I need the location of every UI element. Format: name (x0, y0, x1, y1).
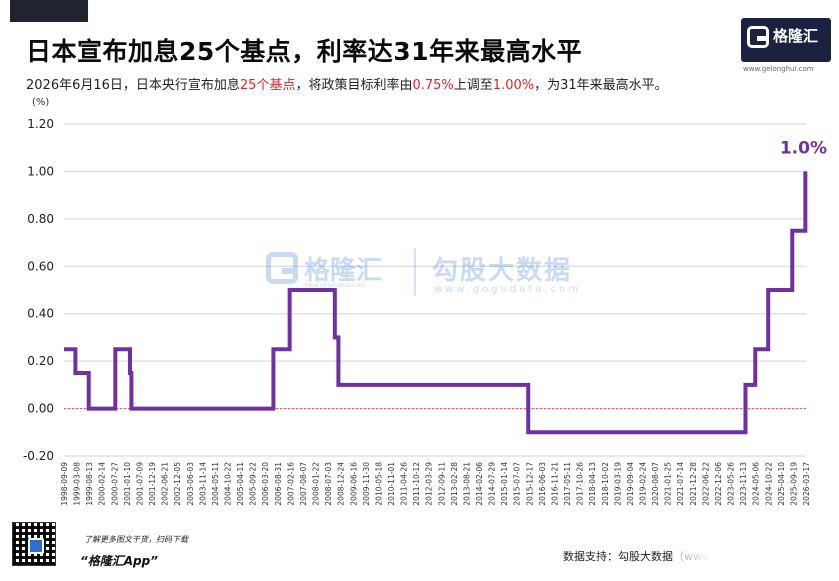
subtitle-highlight: 1.00% (492, 78, 535, 93)
x-tick-label: 2001-01-10 (123, 462, 132, 506)
x-tick-label: 2000-07-27 (110, 462, 119, 506)
x-tick-label: 2014-07-29 (488, 462, 497, 506)
chart-title: 日本宣布加息25个基点，利率达31年来最高水平 (26, 37, 583, 66)
x-tick-label: 2015-07-07 (513, 462, 522, 506)
x-tick-label: 2008-12-24 (337, 462, 346, 506)
x-tick-label: 2005-04-11 (236, 462, 245, 506)
qr-logo-icon (28, 538, 44, 554)
x-tick-label: 2006-03-20 (261, 462, 270, 506)
x-tick-label: 2011-04-26 (400, 462, 409, 506)
watermark-divider (414, 248, 416, 296)
watermark-brand-url: www.gelonghui.com (304, 282, 365, 289)
end-value-label: 1.0% (780, 138, 827, 158)
x-tick-label: 2000-02-14 (98, 462, 107, 506)
x-tick-label: 2018-04-13 (588, 462, 597, 506)
x-tick-label: 2001-12-19 (148, 462, 157, 506)
subtitle-text: 上调至 (453, 78, 493, 93)
watermark-brand: 格隆汇 (304, 256, 383, 286)
x-tick-label: 2023-11-13 (739, 462, 748, 506)
x-tick-label: 2005-09-22 (249, 462, 258, 506)
x-tick-label: 2017-10-26 (576, 462, 585, 506)
x-tick-label: 2019-09-04 (626, 462, 635, 506)
x-tick-label: 1999-08-13 (85, 462, 94, 506)
x-tick-label: 2017-05-11 (563, 462, 572, 506)
y-tick-label: 1.00 (27, 164, 54, 178)
subtitle-text: ，为31年来最高水平。 (534, 78, 668, 93)
x-tick-label: 2021-07-14 (676, 462, 685, 506)
x-tick-label: 2024-10-22 (764, 462, 773, 506)
x-tick-label: 1998-09-09 (60, 462, 69, 506)
x-tick-label: 2014-02-06 (475, 462, 484, 506)
logo-url: www.gelonghui.com (743, 65, 814, 73)
x-tick-label: 2003-06-03 (186, 462, 195, 506)
x-tick-label: 2019-03-19 (613, 462, 622, 506)
app-name: “格隆汇App” (80, 554, 158, 568)
x-tick-label: 2025-09-19 (789, 462, 798, 506)
policy-rate-series-line (64, 171, 808, 435)
x-tick-label: 2010-11-01 (387, 462, 396, 506)
subtitle-highlight: 25个基点 (239, 78, 296, 93)
y-tick-label: 0.60 (27, 259, 54, 273)
y-tick-label: -0.20 (23, 449, 54, 463)
x-tick-label: 2021-12-28 (689, 462, 698, 506)
qr-note: 了解更多图文干货，扫码下载 (84, 535, 188, 544)
gelonghui-logo: 格隆汇 (741, 18, 831, 62)
x-tick-label: 2008-07-03 (324, 462, 333, 506)
x-tick-label: 2010-05-18 (374, 462, 383, 506)
y-tick-label: 0.80 (27, 212, 54, 226)
x-tick-label: 2023-05-26 (727, 462, 736, 506)
top-dark-block (10, 0, 88, 22)
y-tick-label: 0.20 (27, 354, 54, 368)
x-tick-label: 2026-03-17 (802, 462, 811, 506)
chart-subtitle: 2026年6月16日，日本央行宣布加息25个基点，将政策目标利率由0.75%上调… (26, 74, 668, 93)
x-tick-label: 2015-01-14 (500, 462, 509, 506)
x-tick-label: 2018-10-02 (601, 462, 610, 506)
x-tick-label: 2024-05-06 (752, 462, 761, 506)
x-tick-label: 2020-08-07 (651, 462, 660, 506)
x-tick-label: 2007-02-16 (286, 462, 295, 506)
x-tick-label: 2022-06-22 (701, 462, 710, 506)
x-tick-label: 2001-07-09 (135, 462, 144, 506)
x-tick-label: 2009-06-16 (349, 462, 358, 506)
g-logo-icon (747, 26, 769, 48)
x-tick-label: 2015-12-17 (525, 462, 534, 506)
x-tick-label: 2006-08-31 (274, 462, 283, 506)
y-tick-label: 1.20 (27, 117, 54, 131)
x-tick-label: 2016-06-03 (538, 462, 547, 506)
corner-fade (680, 543, 839, 571)
x-tick-label: 2013-02-28 (450, 462, 459, 506)
x-tick-label: 1999-03-08 (73, 462, 82, 506)
y-tick-label: 0.00 (27, 402, 54, 416)
x-tick-label: 2012-09-11 (437, 462, 446, 506)
x-tick-label: 2013-08-21 (462, 462, 471, 506)
x-tick-label: 2025-04-10 (777, 462, 786, 506)
x-tick-label: 2011-10-12 (412, 462, 421, 506)
x-tick-label: 2022-12-06 (714, 462, 723, 506)
watermark-g-icon (266, 252, 298, 284)
x-tick-label: 2019-02-24 (639, 462, 648, 506)
subtitle-text: 2026年6月16日，日本央行宣布加息 (26, 78, 240, 93)
x-tick-label: 2002-12-05 (173, 462, 182, 506)
x-tick-label: 2004-05-11 (211, 462, 220, 506)
subtitle-text: ，将政策目标利率由 (295, 78, 413, 93)
top-strip (0, 0, 839, 26)
x-tick-label: 2012-03-29 (425, 462, 434, 506)
y-tick-label: 0.40 (27, 307, 54, 321)
logo-name: 格隆汇 (773, 27, 819, 45)
x-tick-label: 2008-01-22 (312, 462, 321, 506)
watermark-url2: www.gogudata.com (434, 284, 582, 295)
subtitle-highlight: 0.75% (412, 78, 454, 93)
x-tick-label: 2004-10-22 (223, 462, 232, 506)
x-tick-label: 2009-11-30 (362, 462, 371, 506)
x-tick-label: 2003-11-14 (198, 462, 207, 506)
x-tick-label: 2016-11-21 (550, 462, 559, 506)
y-unit-label: (%) (32, 97, 50, 108)
x-tick-label: 2002-06-21 (161, 462, 170, 506)
x-tick-label: 2021-01-25 (664, 462, 673, 506)
x-tick-label: 2007-08-07 (299, 462, 308, 506)
watermark-brand2: 勾股大数据 (432, 256, 573, 286)
